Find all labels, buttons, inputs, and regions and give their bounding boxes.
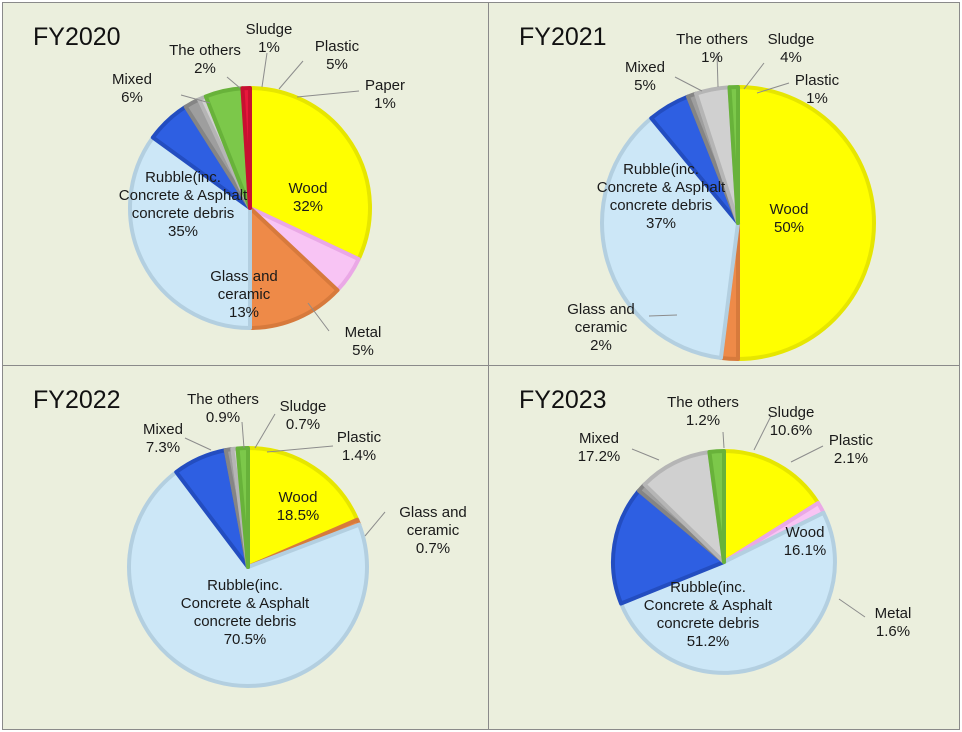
chart-title: FY2022	[33, 386, 121, 414]
pie-slice-wood	[248, 86, 372, 262]
leader-line	[790, 445, 824, 463]
pie-slice-mixed	[610, 488, 726, 606]
leader-line	[266, 445, 334, 453]
pie-slice-wood	[246, 446, 360, 569]
label-paper: Paper 1%	[364, 77, 406, 112]
label-wood: Wood 32%	[288, 180, 328, 215]
leader-line	[753, 415, 772, 451]
leader-line	[648, 314, 678, 317]
label-sludge: Sludge 1%	[245, 21, 293, 56]
label-plastic: Plastic 2.1%	[828, 432, 874, 467]
chart-title: FY2020	[33, 23, 121, 51]
label-sludge: Sludge 4%	[767, 31, 815, 66]
pie-slice-plastic	[727, 85, 740, 225]
label-mixed: Mixed 17.2%	[577, 430, 621, 465]
label-the-others: The others 0.9%	[187, 391, 259, 426]
leader-line	[296, 90, 360, 98]
pie-slice-rubble-inc-concrete-asphalt-concrete-debris	[127, 470, 369, 688]
label-glass-ceramic: Glass and ceramic 13%	[210, 268, 278, 321]
pie-slice-plastic	[707, 448, 726, 564]
leader-line	[364, 511, 386, 537]
pie-slice-rubble-inc-concrete-asphalt-concrete-debris	[128, 135, 252, 330]
label-wood: Wood 50%	[769, 201, 809, 236]
leader-line	[722, 431, 725, 449]
pie-slice-rubble-inc-concrete-asphalt-concrete-debris	[619, 510, 837, 675]
pie-chart-fy2022	[127, 413, 386, 688]
label-wood: Wood 18.5%	[276, 489, 320, 524]
pie-slice-plastic	[235, 446, 250, 569]
pie-slice-paper	[240, 86, 252, 210]
label-mixed: Mixed 5%	[624, 59, 665, 94]
leader-line	[278, 60, 304, 90]
leader-line	[307, 302, 330, 332]
pie-chart-fy2023	[610, 415, 866, 675]
leader-line	[838, 598, 866, 618]
pie-chart-fy2020	[128, 52, 372, 332]
label-sludge: Sludge 0.7%	[279, 398, 327, 433]
chart-title: FY2021	[519, 23, 607, 51]
label-sludge: Sludge 10.6%	[767, 404, 815, 439]
label-the-others: The others 1.2%	[667, 394, 739, 429]
leader-line	[254, 413, 276, 449]
leader-line	[184, 437, 212, 451]
label-rubble: Rubble(inc. Concrete & Asphalt concrete …	[180, 577, 310, 648]
leader-line	[241, 421, 245, 449]
label-the-others: The others 2%	[169, 42, 241, 77]
label-wood: Wood 16.1%	[783, 524, 827, 559]
pie-panel-fy2021: FY2021 Wood 50% Glass and ceramic 2% Rubbl…	[488, 2, 960, 366]
leader-line	[180, 94, 211, 104]
leader-line	[631, 448, 660, 461]
label-metal: Metal 5%	[344, 324, 382, 359]
label-rubble: Rubble(inc. Concrete & Asphalt concrete …	[643, 579, 773, 650]
label-plastic: Plastic 5%	[314, 38, 360, 73]
pie-slice-rubble-inc-concrete-asphalt-concrete-debris	[600, 116, 740, 360]
pie-chart-fy2021	[600, 52, 876, 362]
pie-slice-wood	[722, 449, 821, 564]
label-the-others: The others 1%	[676, 31, 748, 66]
leader-line	[226, 76, 241, 89]
pie-panel-fy2022: FY2022 Wood 18.5% Glass and ceramic 0.7% R…	[2, 365, 489, 730]
label-plastic: Plastic 1%	[794, 72, 840, 107]
label-mixed: Mixed 6%	[111, 71, 152, 106]
pie-slice-wood	[736, 85, 876, 361]
leader-line	[756, 82, 790, 94]
pie-panel-fy2020: FY2020 Wood 32% Metal 5% Glass and ceramic…	[2, 2, 489, 366]
leader-line	[674, 76, 703, 92]
leader-line	[261, 52, 268, 88]
label-plastic: Plastic 1.4%	[336, 429, 382, 464]
label-metal: Metal 1.6%	[874, 605, 912, 640]
leader-line	[716, 52, 719, 88]
label-glass-ceramic: Glass and ceramic 0.7%	[399, 504, 467, 557]
leader-line	[743, 62, 765, 90]
pie-slice-glass-and-ceramic	[248, 206, 340, 330]
label-rubble: Rubble(inc. Concrete & Asphalt concrete …	[118, 169, 248, 240]
chart-title: FY2023	[519, 386, 607, 414]
label-rubble: Rubble(inc. Concrete & Asphalt concrete …	[596, 161, 726, 232]
pie-panel-fy2023: FY2023 Wood 16.1% Metal 1.6% Rubble(inc. C…	[488, 365, 960, 730]
label-mixed: Mixed 7.3%	[142, 421, 183, 456]
label-glass-ceramic: Glass and ceramic 2%	[567, 301, 635, 354]
